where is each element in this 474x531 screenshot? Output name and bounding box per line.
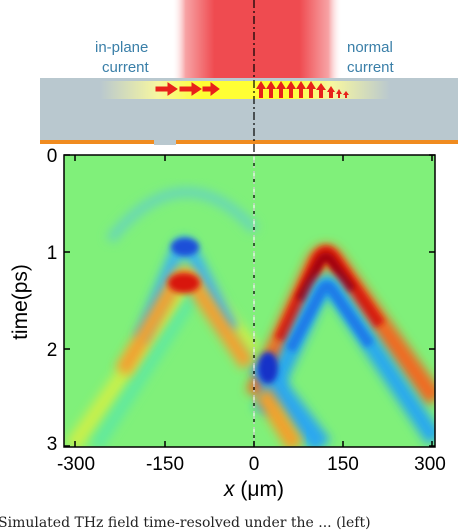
x-tick-0: 0 xyxy=(249,454,260,475)
y-tick-1: 1 xyxy=(47,243,58,264)
arrow-up-icon xyxy=(266,81,276,98)
arrow-up-icon xyxy=(296,81,306,98)
arrow-up-icon xyxy=(276,81,286,98)
bottom-contact-gap xyxy=(154,139,176,145)
y-tick-labels: 0 1 2 3 xyxy=(47,146,58,455)
arrow-up-icon xyxy=(336,89,342,98)
arrow-right-icon xyxy=(179,82,202,96)
in-plane-current-arrows xyxy=(155,82,220,96)
x-tick-labels: -300 -150 0 150 300 xyxy=(57,454,446,475)
arrow-up-icon xyxy=(256,81,266,98)
arrow-up-icon xyxy=(327,86,335,98)
arrow-right-icon xyxy=(202,82,220,96)
right-label-line2: current xyxy=(347,59,395,76)
x-tick-m300: -300 xyxy=(57,454,95,475)
y-axis-label: time(ps) xyxy=(9,264,32,340)
arrow-up-icon xyxy=(286,81,296,98)
normal-current-arrows xyxy=(256,81,349,98)
y-tick-0: 0 xyxy=(47,146,58,167)
left-label-line1: in-plane xyxy=(95,39,148,56)
y-tick-2: 2 xyxy=(47,340,58,361)
left-label-line2: current xyxy=(102,59,150,76)
right-label-line1: normal xyxy=(347,39,393,56)
x-axis-label: x (μm) xyxy=(223,478,284,501)
x-tick-300: 300 xyxy=(414,454,446,475)
arrow-up-icon xyxy=(306,81,316,98)
x-tick-150: 150 xyxy=(327,454,359,475)
bottom-metal-contact xyxy=(40,140,458,144)
field-map xyxy=(64,155,435,447)
x-tick-m150: -150 xyxy=(146,454,184,475)
x-axis-unit: (μm) xyxy=(235,478,284,501)
arrow-up-icon xyxy=(343,91,349,98)
device-schematic: in-plane current normal current xyxy=(40,0,458,145)
arrow-right-icon xyxy=(155,82,178,96)
figure-caption: Simulated THz field time-resolved under … xyxy=(0,515,371,531)
plot-frame xyxy=(63,154,436,448)
arrow-up-icon xyxy=(316,83,326,98)
x-axis-var: x xyxy=(223,478,236,501)
y-tick-3: 3 xyxy=(47,434,58,455)
